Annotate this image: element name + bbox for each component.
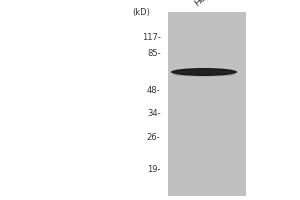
Text: 26-: 26- bbox=[147, 134, 160, 142]
Text: 85-: 85- bbox=[147, 49, 160, 58]
Text: 34-: 34- bbox=[147, 108, 160, 117]
Bar bbox=[168, 12, 246, 196]
Text: HepG2: HepG2 bbox=[193, 0, 221, 8]
Text: 48-: 48- bbox=[147, 86, 160, 95]
Ellipse shape bbox=[172, 73, 236, 77]
Ellipse shape bbox=[173, 70, 235, 74]
Text: 19-: 19- bbox=[147, 164, 160, 173]
Text: 117-: 117- bbox=[142, 33, 160, 43]
Ellipse shape bbox=[171, 68, 237, 76]
Text: (kD): (kD) bbox=[132, 8, 150, 18]
